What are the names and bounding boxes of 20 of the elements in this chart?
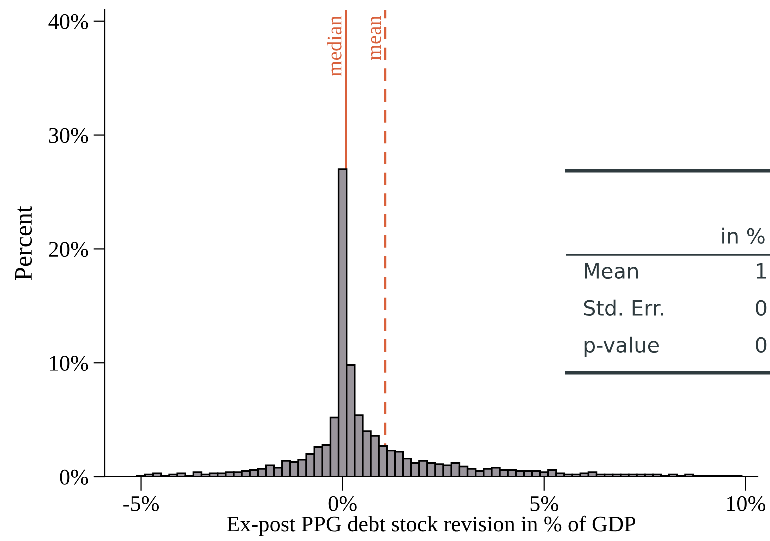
annotation: Std. Err. [584,300,664,316]
x-tick-label: 5% [530,496,558,512]
annotation: Mean [585,264,638,280]
annotation: 0 [756,337,767,354]
y-tick-label: 0% [60,470,88,485]
annotation: in % [722,228,765,244]
y-tick-label: 20% [49,242,88,258]
ref-line-label: median [327,16,342,77]
x-axis-title: Ex-post PPG debt stock revision in % of GDP [227,516,636,536]
x-tick-label: 10% [727,496,766,512]
y-axis-title: Percent [15,206,32,280]
y-tick-label: 30% [49,128,88,144]
x-tick-label: 0% [328,496,357,512]
y-tick-label: 40% [48,14,88,30]
annotation: 1 [757,264,766,279]
y-tick-label: 10% [50,356,88,372]
annotation: p-value [584,336,659,358]
x-tick-label: -5% [124,496,160,512]
annotation: 0 [756,300,767,316]
ref-line-label: mean [371,16,382,60]
